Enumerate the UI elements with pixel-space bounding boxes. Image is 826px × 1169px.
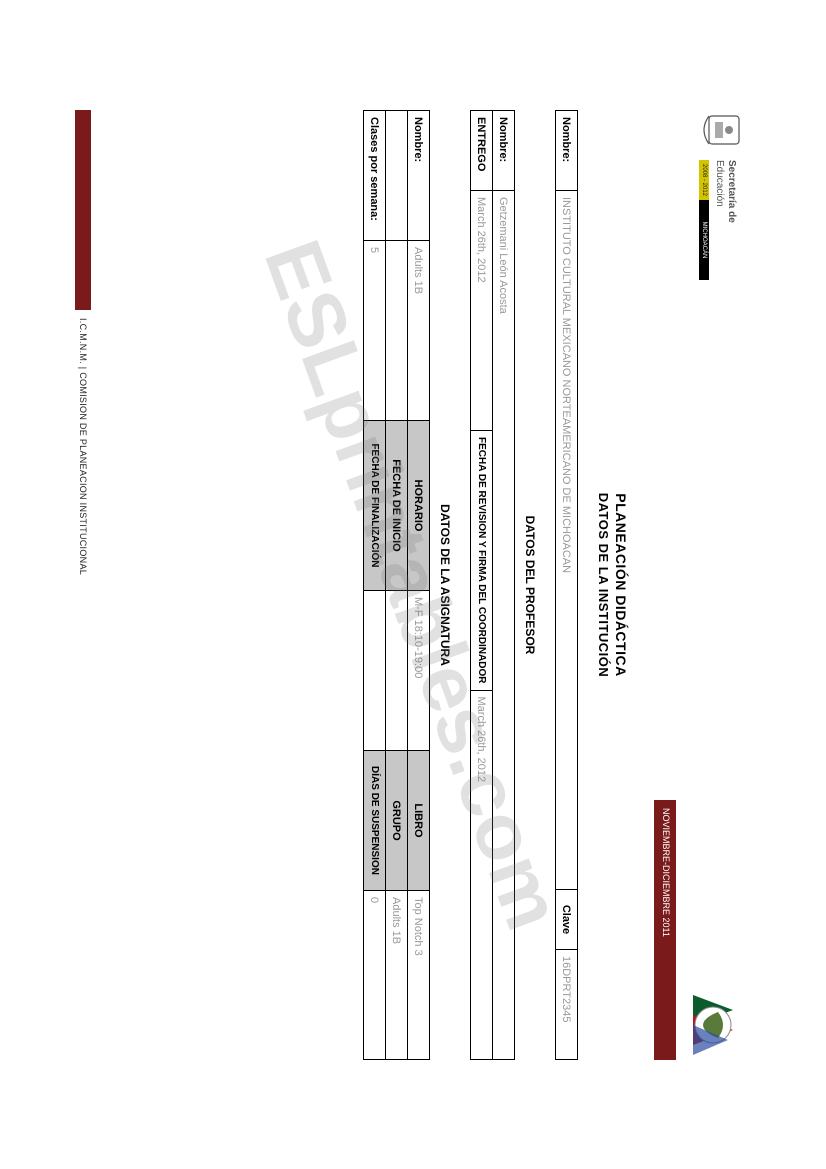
state-band: MICHOACÁN [699, 200, 709, 280]
subj-fin-value [364, 590, 386, 750]
table-row: FECHA DE INICIO GRUPO Adults 1B [386, 110, 408, 1059]
prof-nombre-label: Nombre: [493, 110, 515, 190]
institution-nombre-value: INSTITUTO CULTURAL MEXICANO NORTEAMERICA… [556, 190, 578, 889]
header: Secretaría de Educación 2008 - 2012 MICH… [654, 110, 743, 1060]
subj-grupo-label: GRUPO [386, 750, 408, 890]
subj-horario-label: HORARIO [408, 420, 430, 590]
state-emblem [695, 110, 743, 150]
secretariat-line2: Educación [713, 160, 725, 280]
table-row: Clases por semana: 5 FECHA DE FINALIZACI… [364, 110, 386, 1059]
institution-clave-value: 16DPRT2345 [556, 949, 578, 1059]
header-left: Secretaría de Educación 2008 - 2012 MICH… [695, 110, 743, 280]
header-right: NOVIEMBRE-DICIEMBRE 2011 [654, 800, 743, 1060]
footer: I.C.M.N.M. | COMISION DE PLANEACION INST… [75, 110, 91, 1060]
title-subject-section: DATOS DE LA ASIGNATURA [438, 110, 452, 1060]
page-landscape: Secretaría de Educación 2008 - 2012 MICH… [53, 60, 773, 1110]
subj-inicio-value [386, 590, 408, 750]
table-row: Nombre: Adults 1B HORARIO M-F 18:10-19:0… [408, 110, 430, 1059]
subj-nombre-value: Adults 1B [408, 240, 430, 420]
institution-table: Nombre: INSTITUTO CULTURAL MEXICANO NORT… [555, 110, 578, 1060]
subj-blank1 [386, 110, 408, 240]
title-main: PLANEACIÓN DIDÁCTICA [613, 110, 629, 1060]
title-professor-section: DATOS DEL PROFESOR [523, 110, 537, 1060]
prof-entrego-value: March 26th, 2012 [471, 190, 493, 430]
title-institution-section: DATOS DE LA INSTITUCIÓN [596, 110, 611, 1060]
subj-suspension-value: 0 [364, 890, 386, 1059]
institution-clave-label: Clave [556, 889, 578, 949]
header-bands: 2008 - 2012 MICHOACÁN [699, 160, 709, 280]
table-row: Nombre: INSTITUTO CULTURAL MEXICANO NORT… [556, 110, 578, 1059]
prof-nombre-value: Getzemani León Acosta [493, 190, 515, 1059]
subj-suspension-label: DÍAS DE SUSPENSION [364, 750, 386, 890]
prof-revision-label: FECHA DE REVISION Y FIRMA DEL COORDINADO… [471, 430, 493, 690]
prof-revision-value: March 26th, 2012 [471, 690, 493, 1059]
subj-horario-value: M-F 18:10-19:00 [408, 590, 430, 750]
secretariat-block: Secretaría de Educación 2008 - 2012 MICH… [699, 160, 743, 280]
subj-libro-value: Top Notch 3 [408, 890, 430, 1059]
titles-block: PLANEACIÓN DIDÁCTICA DATOS DE LA INSTITU… [596, 110, 629, 1060]
table-row: Nombre: Getzemani León Acosta [493, 110, 515, 1059]
subj-libro-label: LIBRO [408, 750, 430, 890]
subj-blank2 [386, 240, 408, 420]
period-bar: NOVIEMBRE-DICIEMBRE 2011 [654, 800, 676, 1060]
subj-grupo-value: Adults 1B [386, 890, 408, 1059]
year-band: 2008 - 2012 [699, 160, 709, 200]
subject-table: Nombre: Adults 1B HORARIO M-F 18:10-19:0… [363, 110, 430, 1060]
subj-clases-value: 5 [364, 240, 386, 420]
subj-inicio-label: FECHA DE INICIO [386, 420, 408, 590]
subj-clases-label: Clases por semana: [364, 110, 386, 240]
prof-entrego-label: ENTREGO [471, 110, 493, 190]
secretariat-line1: Secretaría de [725, 160, 737, 280]
institution-nombre-label: Nombre: [556, 110, 578, 190]
subj-nombre-label: Nombre: [408, 110, 430, 240]
institute-logo [683, 990, 743, 1060]
professor-table: Nombre: Getzemani León Acosta ENTREGO Ma… [470, 110, 515, 1060]
footer-red-bar [75, 110, 91, 310]
footer-text: I.C.M.N.M. | COMISION DE PLANEACION INST… [78, 318, 88, 575]
subj-fin-label: FECHA DE FINALIZACIÓN [364, 420, 386, 590]
table-row: ENTREGO March 26th, 2012 FECHA DE REVISI… [471, 110, 493, 1059]
